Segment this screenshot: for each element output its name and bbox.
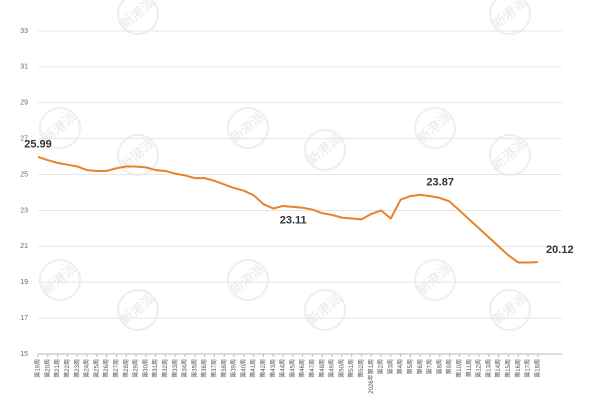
y-tick-label: 25	[20, 171, 28, 178]
x-tick-label: 第37周	[210, 359, 218, 378]
x-tick-label: 第4周	[396, 359, 404, 374]
x-tick-label: 第8周	[435, 359, 443, 374]
watermark-circle	[117, 0, 159, 35]
x-tick-label: 第34周	[181, 359, 189, 378]
x-tick-label: 第25周	[92, 359, 100, 378]
watermark-circle	[39, 259, 81, 301]
x-tick-label: 第2周	[377, 359, 385, 374]
x-tick-label: 第24周	[83, 359, 91, 378]
x-tick-label: 第23周	[73, 359, 81, 378]
x-tick-label: 第13周	[484, 359, 492, 378]
y-tick-label: 31	[20, 64, 28, 71]
x-tick-label: 第36周	[200, 359, 208, 378]
y-tick-label: 27	[20, 136, 28, 143]
x-tick-label: 第18周	[533, 359, 541, 378]
data-label: 23.11	[280, 214, 307, 226]
x-tick-label: 第47周	[308, 359, 316, 378]
x-tick-label: 第21周	[53, 359, 61, 378]
x-tick-label: 第27周	[112, 359, 120, 378]
x-tick-label: 第19周	[34, 359, 42, 378]
x-tick-label: 第48周	[318, 359, 326, 378]
x-tick-label: 第52周	[357, 359, 365, 378]
x-tick-label: 第15周	[504, 359, 512, 378]
x-tick-label: 第44周	[279, 359, 287, 378]
x-tick-label: 第20周	[43, 359, 51, 378]
x-tick-label: 第51周	[347, 359, 355, 378]
watermark-circle	[304, 289, 346, 331]
watermark-circle	[227, 259, 269, 301]
y-tick-label: 23	[20, 207, 28, 214]
x-tick-label: 第28周	[122, 359, 130, 378]
data-label: 25.99	[24, 139, 52, 151]
watermark-circle	[414, 107, 456, 149]
x-tick-label: 第50周	[337, 359, 345, 378]
data-label: 23.87	[426, 177, 454, 189]
watermark: 新港派	[118, 0, 158, 31]
y-tick-label: 21	[20, 243, 28, 250]
x-tick-label: 第39周	[230, 359, 238, 378]
watermark-circle	[39, 107, 81, 149]
x-tick-label: 第49周	[328, 359, 336, 378]
x-tick-label: 第45周	[288, 359, 296, 378]
x-tick-label: 第31周	[151, 359, 159, 378]
y-tick-label: 15	[20, 351, 28, 358]
x-tick-label: 第22周	[63, 359, 71, 378]
x-tick-label: 第5周	[406, 359, 414, 374]
x-tick-label: 第35周	[190, 359, 198, 378]
y-tick-label: 33	[20, 28, 28, 35]
line	[37, 155, 538, 264]
data-label: 20.12	[546, 244, 574, 256]
x-tick-label: 第38周	[220, 359, 228, 378]
x-tick-label: 第32周	[161, 359, 169, 378]
y-tick-label: 17	[20, 315, 28, 322]
x-tick-label: 第46周	[298, 359, 306, 378]
x-tick-label: 第40周	[239, 359, 247, 378]
x-tick-label: 第6周	[416, 359, 424, 374]
watermark: 新港派	[490, 0, 530, 31]
x-tick-label: 第29周	[132, 359, 140, 378]
x-tick-label: 第30周	[141, 359, 149, 378]
x-tick-label: 第17周	[524, 359, 532, 378]
watermark-circle	[414, 259, 456, 301]
y-tick-label: 29	[20, 100, 28, 107]
x-tick-label: 第9周	[445, 359, 453, 374]
watermark-circle	[227, 107, 269, 149]
x-tick-label: 第43周	[269, 359, 277, 378]
x-tick-label: 第16周	[514, 359, 522, 378]
x-tick-label: 第33周	[171, 359, 179, 378]
x-tick-label: 第41周	[249, 359, 257, 378]
x-tick-label: 第12周	[475, 359, 483, 378]
x-tick-label: 第3周	[386, 359, 394, 374]
x-tick-label: 第26周	[102, 359, 110, 378]
x-tick-label: 第42周	[259, 359, 267, 378]
y-tick-label: 19	[20, 279, 28, 286]
x-tick-label: 2026年第1周	[367, 359, 375, 394]
x-tick-label: 第7周	[426, 359, 434, 374]
x-tick-label: 第10周	[455, 359, 463, 378]
x-tick-label: 第14周	[494, 359, 502, 378]
x-tick-label: 第11周	[465, 359, 473, 377]
watermark-circle	[304, 129, 346, 171]
watermark-circle	[489, 289, 531, 331]
watermark-circle	[117, 289, 159, 331]
watermark-circle	[489, 0, 531, 35]
